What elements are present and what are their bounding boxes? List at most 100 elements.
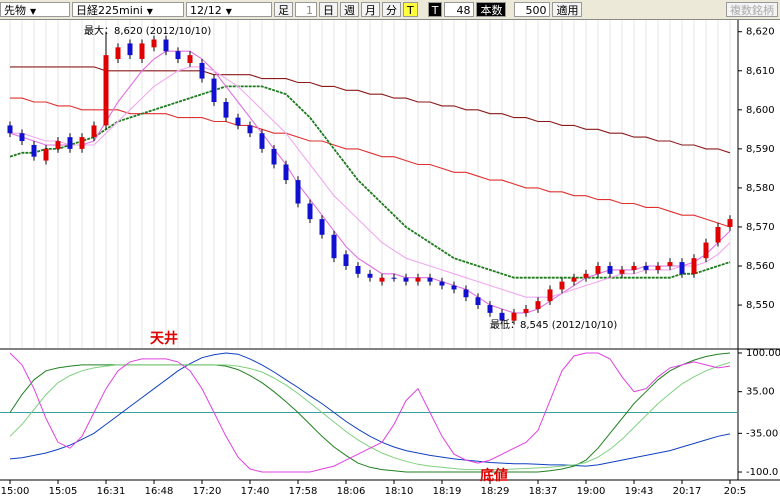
candle-body (367, 273, 373, 278)
candle-body (115, 47, 121, 60)
candle-body (355, 266, 361, 274)
y-tick-label: -35.00 (746, 428, 778, 439)
x-tick-label: 18:29 (481, 486, 510, 497)
x-tick-label: 18:06 (337, 486, 366, 497)
candle-body (523, 308, 529, 313)
candle-body (19, 133, 25, 142)
annotation: 最大：8,620 (2012/10/10) (84, 24, 211, 37)
candle-body (199, 62, 205, 79)
apply-button[interactable]: 適用 (552, 2, 583, 17)
y-tick-label: 8,560 (746, 261, 775, 272)
candle-body (211, 78, 217, 102)
x-tick-label: 17:20 (193, 486, 222, 497)
candle-body (547, 289, 553, 302)
y-tick-label: 8,620 (746, 27, 775, 38)
candle-body (283, 164, 289, 181)
candle-body (583, 273, 589, 278)
candle-body (127, 43, 133, 56)
y-tick-label: 8,580 (746, 183, 775, 194)
x-tick-label: 16:31 (97, 486, 126, 497)
candle-body (295, 180, 301, 204)
candle-body (391, 277, 397, 279)
candle-body (511, 312, 517, 321)
candle-body (379, 277, 385, 282)
x-tick-label: 18:37 (529, 486, 558, 497)
candle-body (139, 43, 145, 60)
y-tick-label: -100.0 (746, 467, 778, 478)
candle-body (667, 262, 673, 266)
candle-body (499, 312, 505, 321)
candle-body (475, 297, 481, 306)
candle-body (715, 226, 721, 243)
x-tick-label: 19:43 (625, 486, 654, 497)
annotation: 最低：8,545 (2012/10/10) (490, 318, 617, 331)
period-button[interactable]: 分 (382, 2, 401, 17)
period-button[interactable]: 日 (319, 2, 338, 17)
count-input[interactable]: 48 (444, 2, 475, 17)
period-button[interactable]: 週 (340, 2, 359, 17)
market-select[interactable]: 先物 (0, 2, 70, 17)
x-tick-label: 17:40 (241, 486, 270, 497)
candle-body (307, 203, 313, 220)
candle-body (163, 39, 169, 52)
candle-body (415, 277, 421, 282)
candle-body (559, 281, 565, 290)
candle-body (655, 266, 661, 270)
candle-body (463, 289, 469, 298)
candle-body (151, 39, 157, 48)
x-tick-label: 19:00 (577, 486, 606, 497)
t-button[interactable]: T (427, 2, 443, 17)
candle-body (55, 141, 61, 149)
x-tick-label: 15:05 (49, 486, 78, 497)
interval-label: 足 (274, 2, 293, 17)
annotation: 底値 (480, 467, 508, 484)
x-tick-label: 20:5 (724, 486, 746, 497)
candle-body (43, 148, 49, 161)
candle-body (619, 269, 625, 274)
contract-select[interactable]: 12/12 (186, 2, 272, 17)
candle-body (67, 137, 73, 149)
candle-body (571, 277, 577, 282)
y-tick-label: 8,550 (746, 300, 775, 311)
candle-body (91, 125, 97, 138)
candle-body (631, 266, 637, 270)
candle-body (247, 125, 253, 134)
candle-body (187, 55, 193, 63)
candle-body (235, 117, 241, 126)
interval-input[interactable]: 1 (295, 2, 317, 17)
multi-button[interactable]: 複数銘柄 (726, 2, 778, 17)
candle-body (223, 102, 229, 118)
candle-body (427, 277, 433, 282)
axis-column (738, 19, 780, 481)
candle-body (451, 285, 457, 290)
count-label: 本数 (476, 2, 507, 17)
candle-body (31, 144, 37, 157)
candle-body (259, 133, 265, 149)
oscillator-line (9, 352, 731, 467)
y-tick-label: 8,570 (746, 222, 775, 233)
period-button[interactable]: T (403, 2, 418, 17)
y-tick-label: 35.00 (746, 387, 775, 398)
x-tick-label: 17:58 (289, 486, 318, 497)
candle-body (607, 266, 613, 274)
candle-body (679, 262, 685, 274)
candle-body (487, 305, 493, 313)
candle-body (319, 219, 325, 235)
candle-body (271, 148, 277, 165)
candle-body (703, 242, 709, 259)
symbol-select[interactable]: 日経225mini (72, 2, 184, 17)
candle-body (343, 254, 349, 266)
candle-body (535, 301, 541, 309)
moving-average (10, 66, 731, 154)
max-input[interactable]: 500 (514, 2, 551, 17)
candle-body (403, 277, 409, 282)
y-tick-label: 8,610 (746, 66, 775, 77)
y-tick-label: 8,600 (746, 105, 775, 116)
period-button[interactable]: 月 (361, 2, 380, 17)
toolbar: 先物 日経225mini 12/12 足 1 日 週 月 分 T T 48 本数… (0, 0, 780, 20)
candle-body (7, 125, 13, 134)
x-tick-label: 16:48 (145, 486, 174, 497)
x-tick-label: 15:00 (1, 486, 30, 497)
